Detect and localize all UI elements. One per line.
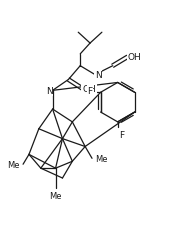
Text: F: F	[119, 130, 124, 139]
Text: Me: Me	[49, 191, 62, 200]
Text: Me: Me	[95, 154, 108, 163]
Text: Me: Me	[8, 160, 20, 169]
Text: OH: OH	[128, 53, 141, 62]
Text: OH: OH	[82, 84, 96, 94]
Text: F: F	[88, 86, 93, 95]
Text: N: N	[95, 71, 102, 80]
Text: N: N	[46, 86, 53, 95]
